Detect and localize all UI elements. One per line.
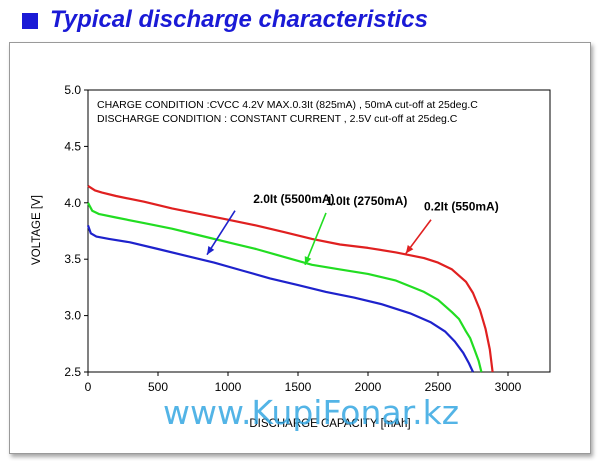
arrow-head-2 [405, 245, 414, 254]
chart-frame [9, 42, 591, 454]
arrow-head-1 [304, 256, 312, 265]
plot-area-border [87, 89, 551, 373]
y-axis-label: VOLTAGE [V] [31, 195, 43, 265]
page-title: Typical discharge characteristics [50, 6, 428, 33]
arrow-line-1 [304, 212, 327, 266]
series-line-1 [87, 202, 483, 373]
charge-condition-text: CHARGE CONDITION :CVCC 4.2V MAX.0.3It (8… [97, 99, 478, 111]
series-line-0 [87, 184, 494, 373]
y-tick-label: 5.0 [64, 83, 81, 97]
y-tick-label: 3.5 [64, 252, 81, 266]
chart-series [86, 184, 494, 373]
x-tick-label: 500 [148, 380, 168, 394]
discharge-condition-text: DISCHARGE CONDITION : CONSTANT CURRENT ,… [97, 113, 458, 125]
y-tick-label: 2.5 [64, 365, 81, 379]
y-tick-label: 4.5 [64, 139, 81, 153]
x-tick-label: 1000 [215, 380, 242, 394]
series-label-1: 1.0It (2750mA) [326, 194, 407, 208]
series-label-0: 2.0It (5500mA) [253, 192, 334, 206]
x-tick-label: 1500 [285, 380, 312, 394]
x-tick-label: 2500 [425, 380, 452, 394]
header: Typical discharge characteristics [0, 0, 600, 40]
x-tick-label: 2000 [355, 380, 382, 394]
chart-axes [84, 89, 551, 376]
chart-tick-labels: 0 500 1000 1500 2000 2500 3000 2.5 3.0 3.5 4.0 4.5 5… [64, 83, 521, 394]
x-tick-label: 3000 [495, 380, 522, 394]
arrow-line-0 [206, 210, 236, 256]
series-label-2: 0.2It (550mA) [424, 200, 499, 214]
y-tick-label: 3.0 [64, 309, 81, 323]
chart-annotations: 2.0It (5500mA)1.0It (2750mA) 0.2It (550mA… [206, 192, 499, 266]
arrow-head-0 [207, 246, 215, 255]
x-axis-label: DISCHARGE CAPACITY [mAh] [249, 418, 410, 430]
watermark-text: www.KupiFonar.kz [163, 393, 459, 432]
series-line-2 [86, 225, 474, 373]
x-tick-label: 0 [85, 380, 92, 394]
bullet-square-icon [22, 13, 38, 29]
y-tick-label: 4.0 [64, 196, 81, 210]
